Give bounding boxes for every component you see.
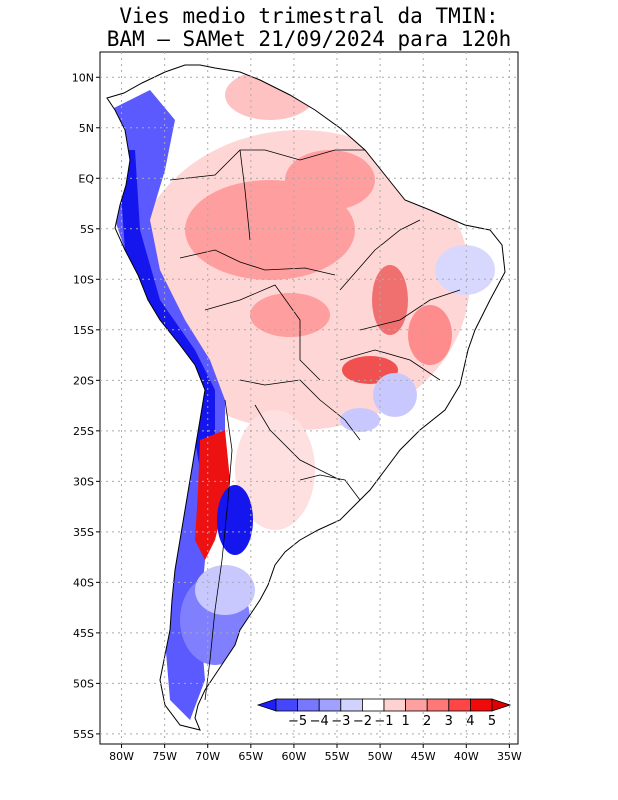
lat-tick-label: 30S [73,475,94,488]
argentina-light-warm [235,410,315,530]
lat-tick-label: 10N [72,71,94,84]
lon-tick-label: 60W [281,750,306,763]
colorbar-swatch [426,698,450,712]
lon-tick-label: 50W [368,750,393,763]
border-uruguay [299,474,361,501]
parana-cold-bias [340,408,380,432]
border-brazil-states-2 [359,289,461,331]
colorbar-legend: −5 −4 −3 −2 −1 1 2 3 4 5 [256,698,512,729]
lat-tick-label: 45S [73,627,94,640]
gridlines [100,52,518,744]
lon-tick-label: 45W [411,750,436,763]
colorbar-label: −5 [288,714,307,729]
colorbar-label: 2 [423,714,431,729]
border-brazil-states-1 [339,219,421,291]
lat-tick-label: 20S [73,374,94,387]
colorbar-swatch [340,698,363,712]
lat-tick-label: 15S [73,324,94,337]
border-paraguay [239,379,361,441]
colorbar-swatch [383,698,407,712]
lat-tick-label: 25S [73,425,94,438]
colorbar-label: 5 [488,714,496,729]
border-peru-brazil [179,249,336,276]
lat-tick-label: 10S [73,273,94,286]
colorbar-label: 1 [401,714,409,729]
colorbar-swatch [297,698,320,712]
lat-tick-label: 50S [73,677,94,690]
patagonia-light-cold [195,565,255,615]
colorbar-swatch [405,698,428,712]
lon-tick-label: 80W [109,750,134,763]
country-borders [169,149,461,701]
colorbar-label: −3 [331,714,350,729]
colorbar-high-arrow [491,698,512,712]
cuyo-strong-cold-bias [217,485,253,555]
colorbar-swatch [448,698,471,712]
colorbar-label: −2 [353,714,372,729]
central-warm-bias [250,293,330,337]
lon-tick-label: 55W [325,750,350,763]
colorbar-label: −4 [310,714,329,729]
lat-tick-label: EQ [78,172,94,185]
lon-tick-label: 65W [238,750,263,763]
border-colombia [239,149,251,241]
lon-tick-label: 35W [497,750,522,763]
lat-tick-label: 5N [79,122,94,135]
north-warm-bias [285,150,375,210]
colorbar-swatch [361,698,385,712]
brazil-plateau-warm-bias [372,265,408,335]
lat-tick-label: 35S [73,526,94,539]
lat-tick-label: 40S [73,576,94,589]
southeast-cold-bias [373,373,417,417]
colorbar-label: −1 [374,714,393,729]
colorbar-label: 3 [445,714,453,729]
border-brazil-states-3 [339,349,441,381]
longitude-axis: 80W 75W 70W 65W 60W 55W 50W 45W 40W 35W [109,744,522,763]
border-bolivia [204,284,321,381]
lat-tick-label: 55S [73,728,94,741]
coastline [106,64,506,731]
northeast-cold-bias [435,245,495,295]
lat-tick-label: 5S [80,223,94,236]
latitude-axis: 10N 5N EQ 5S 10S 15S 20S 25S 30S 35S 40S 45S 50S 55S [72,71,100,741]
colorbar-swatch [275,698,299,712]
map-title-line-1: Vies medio trimestral da TMIN: [119,4,499,28]
chile-warm-bias [195,430,230,560]
map-title-line-2: BAM — SAMet 21/09/2024 para 120h [106,27,512,51]
lon-tick-label: 70W [195,750,220,763]
colorbar-swatch [318,698,342,712]
colorbar-swatch [469,698,493,712]
lon-tick-label: 40W [454,750,479,763]
bahia-warm-bias [408,305,452,365]
border-argentina-north [254,404,341,481]
colorbar-label: 4 [466,714,474,729]
bias-shading [110,70,495,720]
border-north [169,149,365,181]
lon-tick-label: 75W [152,750,177,763]
border-chile-argentina [204,399,233,701]
